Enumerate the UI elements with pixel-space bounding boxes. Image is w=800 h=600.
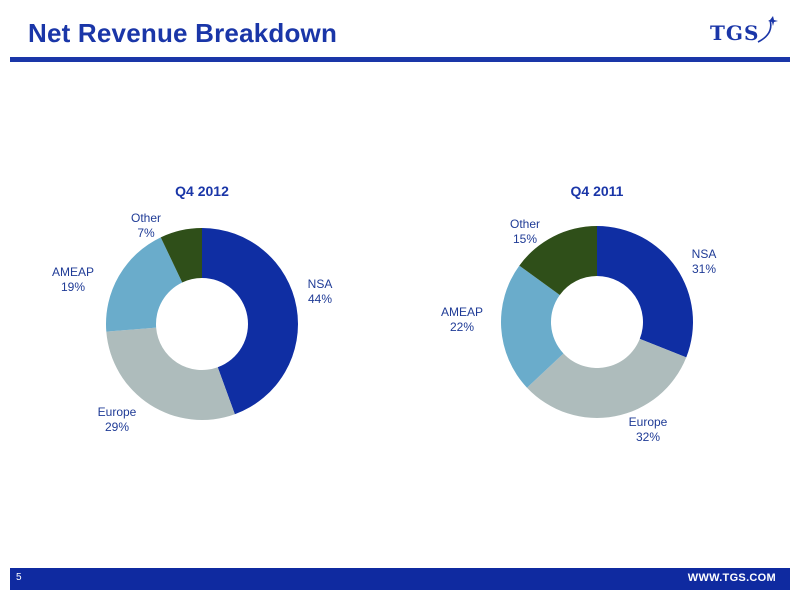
slice-label-europe: Europe — [629, 415, 668, 429]
donut-slice-nsa — [202, 228, 299, 415]
donut-slice-ameap — [500, 265, 564, 388]
title-divider — [10, 57, 790, 62]
slice-value-nsa: 44% — [308, 292, 332, 306]
logo-text: TGS — [710, 21, 760, 45]
tgs-logo: TGS — [700, 12, 782, 52]
slice-value-other: 15% — [513, 232, 537, 246]
footer-bar: 5 WWW.TGS.COM — [10, 568, 790, 590]
slice-label-nsa: NSA — [692, 247, 717, 261]
donut-slice-europe — [106, 327, 235, 420]
slice-value-europe: 32% — [636, 430, 660, 444]
donut-slice-ameap — [106, 237, 183, 332]
donut-slice-other — [160, 228, 202, 283]
slice-label-other: Other — [510, 217, 540, 231]
page-number: 5 — [16, 572, 22, 583]
page-title: Net Revenue Breakdown — [28, 18, 338, 48]
chart-title: Q4 2011 — [571, 183, 624, 199]
donut-slice-europe — [527, 338, 687, 419]
chart-title: Q4 2012 — [175, 183, 229, 199]
footer-url[interactable]: WWW.TGS.COM — [687, 572, 776, 584]
slice-value-ameap: 22% — [450, 320, 474, 334]
slice-label-ameap: AMEAP — [52, 265, 94, 279]
slice-label-ameap: AMEAP — [441, 305, 483, 319]
orbit-icon — [757, 16, 778, 43]
slice-label-europe: Europe — [98, 405, 137, 419]
slice-label-nsa: NSA — [308, 277, 333, 291]
slice-value-europe: 29% — [105, 420, 129, 434]
slice-value-nsa: 31% — [692, 262, 716, 276]
slice-value-other: 7% — [137, 226, 155, 240]
slice-value-ameap: 19% — [61, 280, 85, 294]
donut-slice-other — [519, 226, 597, 295]
slice-label-other: Other — [131, 211, 161, 225]
donut-slice-nsa — [597, 226, 693, 358]
